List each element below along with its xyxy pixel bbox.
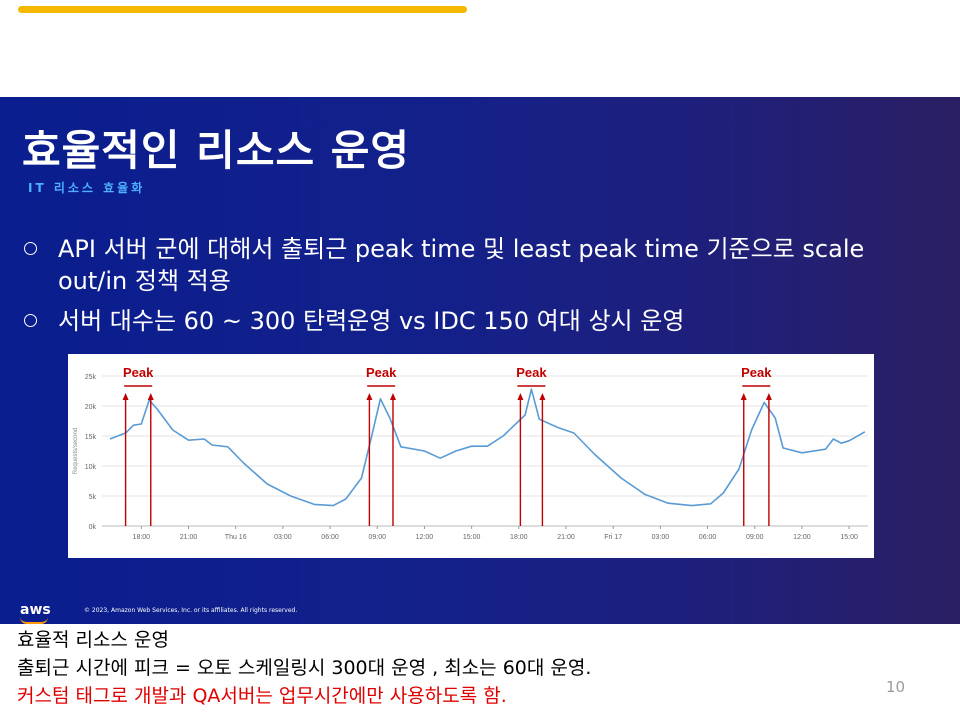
peak-arrow-head [539,393,546,400]
x-tick-label: 09:00 [746,534,764,541]
peak-arrow-head [122,393,129,400]
x-tick-label: 09:00 [368,534,386,541]
peak-label: Peak [741,365,772,380]
peak-label: Peak [366,365,397,380]
peak-arrow-head [366,393,373,400]
notes-line: 효율적 리소스 운영 [17,629,169,651]
y-tick-label: 10k [85,464,97,471]
page-number: 10 [886,678,906,696]
peak-label: Peak [516,365,547,380]
peak-arrow-head [389,393,396,400]
aws-smile-icon [20,617,48,624]
x-tick-label: 12:00 [793,534,811,541]
peak-label: Peak [123,365,154,380]
x-tick-label: 03:00 [652,534,670,541]
peak-arrow-head [740,393,747,400]
bullet-icon [24,242,37,255]
bullet-text: API 서버 군에 대해서 출퇴근 peak time 및 least peak… [58,235,865,295]
x-tick-label: 18:00 [133,534,151,541]
y-axis-label: Requests/second [73,428,79,474]
x-tick-label: Fri 17 [604,534,622,541]
bullet-icon [24,314,37,327]
x-tick-label: 15:00 [463,534,481,541]
y-tick-label: 15k [85,434,97,441]
notes-line: 출퇴근 시간에 피크 = 오토 스케일링시 300대 운영 , 최소는 60대 … [17,657,592,679]
slide-canvas: 효율적인 리소스 운영 IT 리소스 효율화 API 서버 군에 대해서 출퇴근… [0,97,960,624]
chart-svg: 25k 20k 15k 10k 5k 0k Requests/second 18:00 21:0… [73,365,868,541]
x-tick-label: 15:00 [840,534,858,541]
aws-logo: aws [20,602,51,618]
requests-chart: 25k 20k 15k 10k 5k 0k Requests/second 18:00 21:0… [68,354,874,558]
slide-subtitle: IT 리소스 효율화 [28,181,146,195]
x-tick-label: Thu 16 [225,534,247,541]
accent-bar [18,6,467,13]
x-tick-label: 21:00 [180,534,198,541]
y-tick-label: 0k [89,524,97,531]
y-tick-label: 5k [89,494,97,501]
x-tick-label: 06:00 [321,534,339,541]
peak-arrow-head [517,393,524,400]
x-tick-label: 06:00 [699,534,717,541]
x-tick-label: 21:00 [557,534,575,541]
copyright-text: © 2023, Amazon Web Services, Inc. or its… [84,607,298,614]
x-tick-label: 12:00 [416,534,434,541]
peak-arrow-head [765,393,772,400]
y-tick-label: 20k [85,404,97,411]
bullet-text: 서버 대수는 60 ~ 300 탄력운영 vs IDC 150 여대 상시 운영 [58,307,685,335]
peak-arrow-head [147,393,154,400]
slide-title: 효율적인 리소스 운영 [22,126,411,175]
speaker-notes: 효율적 리소스 운영 출퇴근 시간에 피크 = 오토 스케일링시 300대 운영… [17,626,591,710]
x-tick-label: 18:00 [510,534,528,541]
series-line [109,388,866,507]
y-tick-label: 25k [85,374,97,381]
notes-line-highlight: 커스텀 태그로 개발과 QA서버는 업무시간에만 사용하도록 함. [17,685,507,707]
x-tick-label: 03:00 [274,534,292,541]
